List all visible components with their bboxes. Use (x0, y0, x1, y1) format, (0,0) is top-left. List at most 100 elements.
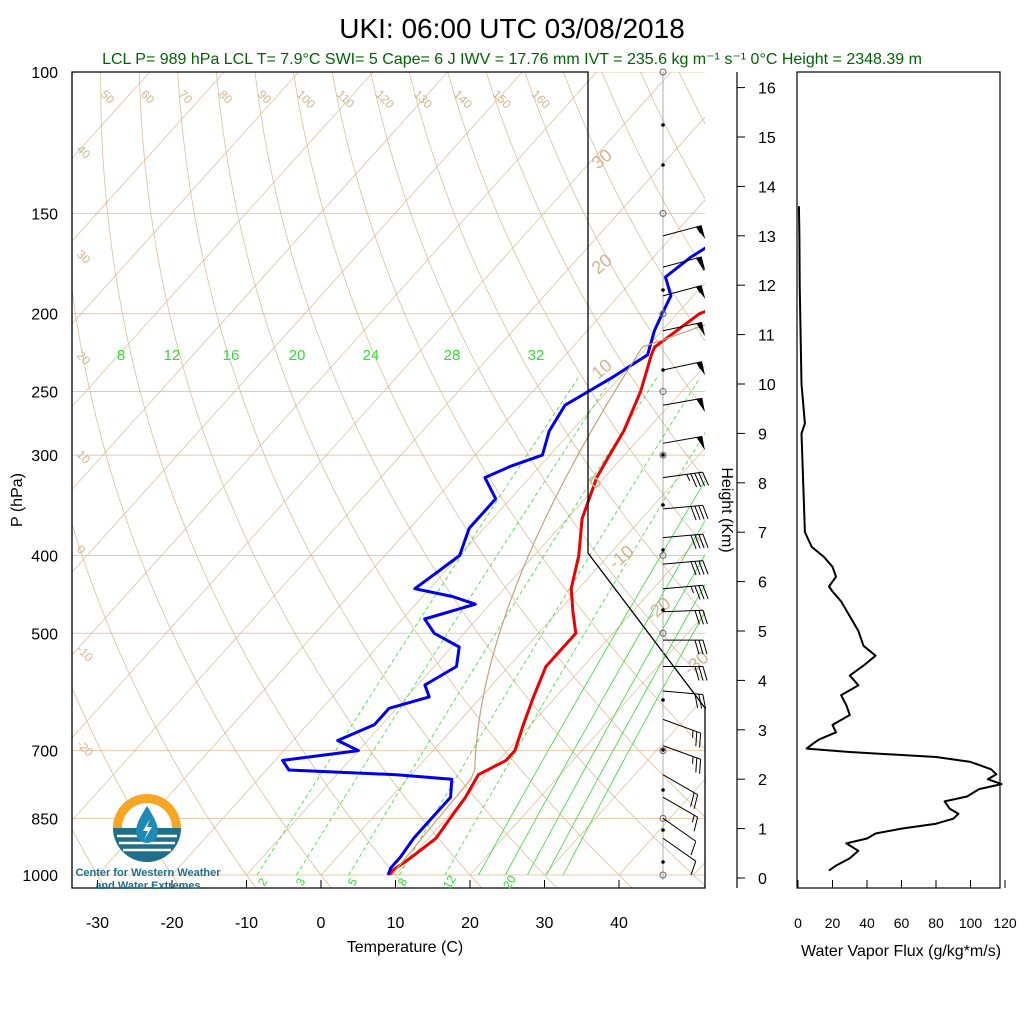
wind-barb-full (702, 560, 709, 575)
flux-tick-label: 100 (959, 915, 983, 931)
pressure-tick-label: 100 (31, 65, 58, 82)
dry-adiabat-label: 20 (74, 348, 94, 368)
wind-barb-full (699, 759, 702, 774)
dry-adiabat-line (447, 72, 705, 547)
wind-barb-flag (696, 436, 705, 451)
flux-tick-label: 120 (993, 915, 1017, 931)
wind-barb (662, 718, 702, 748)
mixing-ratio-label: 3 (293, 875, 309, 888)
wind-barb-shaft (662, 225, 702, 237)
pressure-tick-label: 850 (31, 811, 58, 828)
mixing-ratio-label: 24 (363, 347, 380, 364)
wind-barb-full (690, 561, 697, 576)
wind-barb-full (698, 560, 705, 575)
height-tick-label: 8 (758, 476, 767, 493)
wind-barb (662, 560, 709, 576)
dry-adiabat-label: 150 (490, 87, 514, 111)
wind-barb-shaft (662, 796, 698, 818)
isotherm-line (395, 530, 705, 876)
dry-adiabat-line (138, 72, 483, 888)
flux-tick-label: 0 (794, 915, 802, 931)
dry-adiabat-line (72, 522, 257, 888)
flux-profile (797, 206, 1003, 872)
wind-barb (662, 471, 709, 488)
isotherm-line (72, 72, 225, 242)
wind-barb (662, 817, 697, 856)
wind-barb-shaft (662, 837, 697, 862)
isotherm-label: 20 (588, 250, 616, 278)
barb-level-dot (661, 748, 665, 752)
height-tick-label: 6 (758, 575, 767, 592)
barb-level-dot (661, 548, 665, 552)
wind-barb-flag (696, 322, 706, 337)
isotherm-label: -30 (680, 647, 713, 679)
wind-barb-full (690, 534, 697, 549)
dry-adiabat-line (562, 72, 705, 342)
wind-barb-full (694, 693, 699, 709)
mixing-ratio-label: 2 (255, 875, 271, 888)
wind-barb-full (698, 472, 706, 487)
height-tick-label: 15 (758, 130, 776, 147)
barb-level-dot (661, 860, 665, 864)
flux-axis-title: Water Vapor Flux (g/kg*m/s) (801, 943, 1001, 960)
wind-barb-full (702, 533, 709, 548)
wind-barb (662, 690, 707, 709)
isotherm-line (72, 72, 448, 491)
wind-barb-full (696, 257, 705, 271)
wind-barb-full (698, 534, 705, 549)
height-tick-label: 4 (758, 673, 767, 690)
mixing-ratio-label: 8 (117, 347, 125, 364)
dry-adiabat-line (215, 72, 633, 888)
wind-barb-shaft (662, 321, 703, 332)
dry-adiabat-line (72, 686, 182, 888)
isotherm-label: -10 (605, 541, 638, 573)
height-tick-label: 9 (758, 426, 767, 443)
wind-barb-half (696, 226, 701, 234)
mixing-ratio-label: 8 (395, 875, 411, 888)
mixing-ratio-label: 12 (164, 347, 181, 364)
wind-barb-full (702, 585, 709, 599)
wind-barb-shaft (662, 471, 703, 479)
wind-barb-shaft (662, 745, 701, 760)
isotherm-line (693, 861, 705, 876)
wind-barb-full (694, 505, 701, 520)
mixing-ratio-label: 5 (345, 875, 361, 888)
height-tick-label: 11 (758, 328, 775, 345)
pressure-tick-label: 400 (31, 548, 58, 565)
dry-adiabat-label: 0 (74, 542, 89, 557)
height-tick-label: 7 (758, 525, 767, 542)
wind-barb-full (702, 471, 709, 486)
temperature-tick-label: 30 (536, 915, 554, 932)
figure-title: UKI: 06:00 UTC 03/08/2018 (339, 13, 685, 44)
barb-level-dot (661, 288, 665, 292)
mixing-ratio-line (562, 610, 705, 876)
pressure-tick-label: 150 (31, 206, 58, 223)
dry-adiabat-label: 140 (451, 87, 475, 111)
wind-barb-full (694, 610, 700, 625)
wind-barb-full (695, 757, 698, 773)
wind-barb-full (690, 473, 698, 488)
wind-barb-full (698, 505, 705, 520)
flux-tick-label: 80 (928, 915, 944, 931)
dry-adiabat-label: 80 (216, 87, 236, 107)
dewpoint-profile (281, 246, 705, 876)
wind-barb (662, 745, 702, 774)
cw3e-logo: Center for Western Weather and Water Ext… (75, 794, 221, 892)
isotherm-label: -20 (642, 593, 675, 625)
wind-barb-full (698, 666, 704, 681)
wind-barb (662, 361, 706, 376)
mixing-ratio-label: 20 (289, 347, 306, 364)
isotherm-line (72, 72, 672, 739)
flux-tick-label: 20 (825, 915, 841, 931)
barb-level-dot (661, 698, 665, 702)
wind-barb-shaft (662, 361, 703, 371)
isotherm-line (72, 72, 597, 656)
wind-barb-full (699, 733, 702, 748)
wind-barb-shaft (662, 560, 703, 565)
flux-tick-label: 40 (859, 915, 875, 931)
wind-barb-shaft (662, 504, 703, 510)
barb-level-circle (659, 629, 667, 637)
wind-barb-shaft (662, 690, 703, 695)
dry-adiabat-label: 120 (373, 87, 397, 111)
dry-adiabat-line (72, 828, 106, 888)
